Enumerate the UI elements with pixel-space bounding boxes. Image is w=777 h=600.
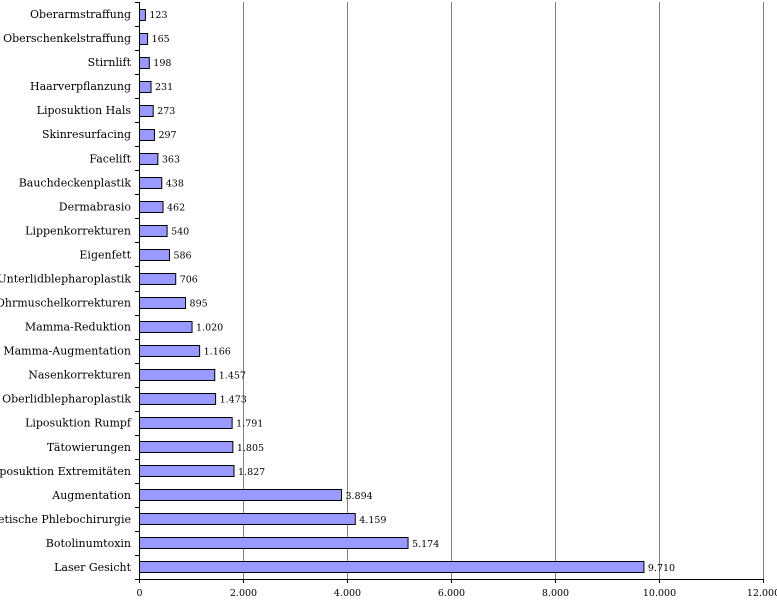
bar xyxy=(139,489,342,501)
bar xyxy=(139,105,154,117)
data-label: 1.020 xyxy=(196,323,223,334)
data-label: 586 xyxy=(173,250,191,261)
data-label: 4.159 xyxy=(359,515,386,526)
x-tick-label: 12.000 xyxy=(747,588,777,599)
data-label: 231 xyxy=(155,82,173,93)
bar xyxy=(139,81,152,93)
data-label: 363 xyxy=(162,154,180,165)
bar xyxy=(139,9,146,21)
data-label: 1.473 xyxy=(220,395,247,406)
bar xyxy=(139,201,164,213)
data-label: 1.791 xyxy=(236,419,263,430)
bar xyxy=(139,465,235,477)
category-label: Lippenkorrekturen xyxy=(25,224,131,237)
bar xyxy=(139,129,155,141)
bar xyxy=(139,153,159,165)
data-label: 273 xyxy=(157,106,175,117)
labels: 0 2.000 4.000 6.000 8.000 10.000 12.000 Oberarm… xyxy=(0,8,777,599)
x-tick-label: 2.000 xyxy=(230,588,257,599)
data-label: 9.710 xyxy=(648,563,675,574)
data-label: 5.174 xyxy=(412,539,439,550)
data-label: 462 xyxy=(167,202,185,213)
category-label: Nasenkorrekturen xyxy=(28,369,131,382)
data-label: 895 xyxy=(190,299,208,310)
category-label: Dermabrasio xyxy=(59,200,132,213)
category-label: Skinresurfacing xyxy=(42,128,131,141)
category-label: Botolinumtoxin xyxy=(46,537,131,550)
category-label: Ästhetische Phlebochirurgie xyxy=(0,512,131,526)
bar xyxy=(139,297,187,309)
x-tick-label: 8.000 xyxy=(542,588,569,599)
bars xyxy=(139,9,645,573)
bar xyxy=(139,393,217,405)
data-label: 540 xyxy=(171,226,189,237)
data-label: 1.827 xyxy=(238,467,265,478)
bar xyxy=(139,33,149,45)
category-label: Liposuktion Rumpf xyxy=(25,417,132,430)
category-label: Facelift xyxy=(89,152,131,165)
category-label: Bauchdeckenplastik xyxy=(19,176,132,189)
bar xyxy=(139,417,233,429)
bar xyxy=(139,513,356,525)
bar xyxy=(139,273,177,285)
data-label: 1.166 xyxy=(204,347,231,358)
category-label: Haarverpflanzung xyxy=(30,80,131,93)
bar xyxy=(139,345,201,357)
category-label: Oberschenkelstraffung xyxy=(3,32,131,45)
bar xyxy=(139,225,168,237)
bar xyxy=(139,369,216,381)
data-label: 1.805 xyxy=(237,443,264,454)
x-tick-label: 4.000 xyxy=(334,588,361,599)
bar xyxy=(139,441,234,453)
category-label: Eigenfett xyxy=(79,248,131,261)
category-label: Mamma-Reduktion xyxy=(25,321,131,334)
category-label: Oberarmstraffung xyxy=(30,8,131,21)
bar xyxy=(139,57,150,69)
category-label: Oberlidblepharoplastik xyxy=(2,393,131,406)
category-label: Laser Gesicht xyxy=(54,561,131,574)
bar xyxy=(139,321,193,333)
bar xyxy=(139,249,170,261)
x-tick-label: 6.000 xyxy=(438,588,465,599)
data-label: 3.894 xyxy=(345,491,372,502)
data-label: 123 xyxy=(149,10,167,21)
data-label: 706 xyxy=(180,274,198,285)
category-label: Augmentation xyxy=(51,489,131,502)
x-tick-label: 10.000 xyxy=(643,588,676,599)
category-label: Stirnlift xyxy=(88,56,132,69)
bar xyxy=(139,561,645,573)
bar xyxy=(139,537,409,549)
category-label: Unterlidblepharoplastik xyxy=(0,272,131,285)
category-label: Mamma-Augmentation xyxy=(3,345,131,358)
data-label: 165 xyxy=(152,34,170,45)
data-label: 1.457 xyxy=(219,371,246,382)
axes xyxy=(135,2,764,583)
data-label: 198 xyxy=(153,58,171,69)
data-label: 297 xyxy=(158,130,176,141)
gridlines xyxy=(243,2,764,579)
category-label: Ohrmuschelkorrekturen xyxy=(0,297,131,310)
x-tick-label: 0 xyxy=(136,588,142,599)
category-label: Tätowierungen xyxy=(47,441,131,454)
category-label: Liposuktion Extremitäten xyxy=(0,465,131,478)
data-label: 438 xyxy=(166,178,184,189)
category-label: Liposuktion Hals xyxy=(37,104,132,117)
bar xyxy=(139,177,163,189)
